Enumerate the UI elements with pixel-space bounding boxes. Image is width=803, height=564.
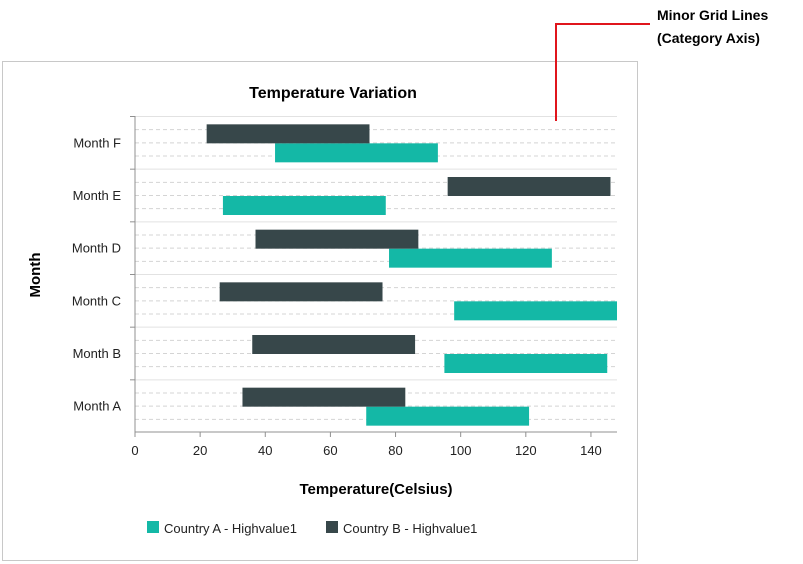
y-tick-label: Month D <box>72 241 121 256</box>
bar-country-a-month-b <box>444 354 608 373</box>
x-tick-label: 120 <box>515 443 537 458</box>
x-axis-title: Temperature(Celsius) <box>299 481 452 498</box>
y-tick-label: Month B <box>73 346 121 361</box>
bar-country-a-month-e <box>222 196 386 215</box>
annotation-label-line2: (Category Axis) <box>657 30 760 46</box>
legend-label-country-b: Country B - Highvalue1 <box>343 521 477 536</box>
bar-country-a-month-f <box>275 143 438 163</box>
bar-country-b-month-e <box>447 177 611 196</box>
bar-country-a-month-d <box>389 248 552 268</box>
bar-country-b-month-f <box>206 124 370 144</box>
x-tick-label: 100 <box>450 443 472 458</box>
legend-swatch-country-b <box>326 521 338 533</box>
annotation-callout-line <box>555 23 650 121</box>
legend-swatch-country-a <box>147 521 159 533</box>
annotation-label-line1: Minor Grid Lines <box>657 7 768 23</box>
bar-country-a-month-a <box>366 406 530 426</box>
bar-country-b-month-c <box>219 282 383 302</box>
bar-country-b-month-a <box>242 387 406 407</box>
x-tick-label: 80 <box>388 443 402 458</box>
x-axis-ticks: 0 20 40 60 80 100 120 140 <box>131 432 602 458</box>
bar-country-a-month-c <box>454 301 617 321</box>
x-tick-label: 40 <box>258 443 272 458</box>
x-tick-label: 0 <box>131 443 138 458</box>
x-tick-label: 140 <box>580 443 602 458</box>
y-axis-title: Month <box>27 253 44 298</box>
chart-title: Temperature Variation <box>249 85 417 102</box>
x-tick-label: 20 <box>193 443 207 458</box>
x-tick-label: 60 <box>323 443 337 458</box>
y-tick-label: Month C <box>72 293 121 308</box>
legend-label-country-a: Country A - Highvalue1 <box>164 521 297 536</box>
y-tick-label: Month F <box>73 135 121 150</box>
legend: Country A - Highvalue1 Country B - Highva… <box>147 521 477 536</box>
y-axis-ticks: Month A Month B Month C Month D Month E Month… <box>72 116 135 414</box>
y-tick-label: Month E <box>73 188 122 203</box>
bar-country-b-month-b <box>252 335 416 354</box>
category-separator-lines <box>135 116 617 381</box>
y-tick-label: Month A <box>73 399 121 414</box>
bar-country-b-month-d <box>255 229 419 249</box>
bar-series-group <box>206 124 617 426</box>
